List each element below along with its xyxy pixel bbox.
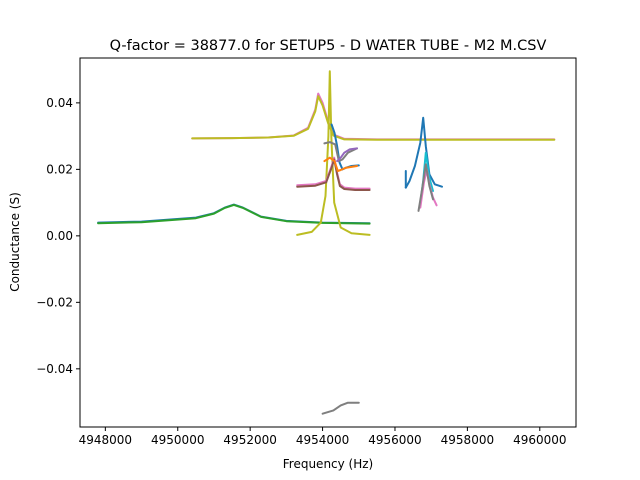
chart-title: Q-factor = 38877.0 for SETUP5 - D WATER … [110, 38, 547, 54]
y-tick-label: −0.04 [36, 362, 73, 376]
x-tick-label: 4960000 [513, 433, 566, 447]
y-tick-label: 0.00 [46, 229, 73, 243]
x-tick-label: 4948000 [79, 433, 132, 447]
series-line-5 [296, 70, 371, 236]
plot-frame [79, 57, 577, 428]
x-axis: 4948000 4950000 4952000 4954000 4956000 49580… [79, 427, 567, 447]
series-line-10 [323, 156, 358, 172]
series-line-16 [417, 163, 434, 212]
x-tick-label: 4958000 [441, 433, 494, 447]
x-axis-label: Frequency (Hz) [283, 457, 374, 471]
series-line-4 [97, 203, 371, 225]
series-line-1 [191, 92, 556, 141]
y-tick-label: −0.02 [36, 295, 73, 309]
series-line-3 [97, 203, 371, 225]
x-tick-label: 4950000 [151, 433, 204, 447]
x-tick-label: 4954000 [296, 433, 349, 447]
plot-lines [97, 70, 556, 415]
y-axis: −0.04 −0.02 0.00 0.02 0.04 [36, 96, 80, 376]
x-tick-label: 4952000 [223, 433, 276, 447]
series-line-9 [323, 141, 358, 163]
series-line-11 [336, 147, 358, 163]
y-tick-label: 0.02 [46, 162, 73, 176]
series-line-2 [191, 95, 556, 141]
series-line-17 [321, 401, 360, 415]
y-tick-label: 0.04 [46, 96, 73, 110]
series-line-12 [404, 116, 443, 189]
y-axis-label: Conductance (S) [8, 192, 22, 292]
x-tick-label: 4956000 [368, 433, 421, 447]
